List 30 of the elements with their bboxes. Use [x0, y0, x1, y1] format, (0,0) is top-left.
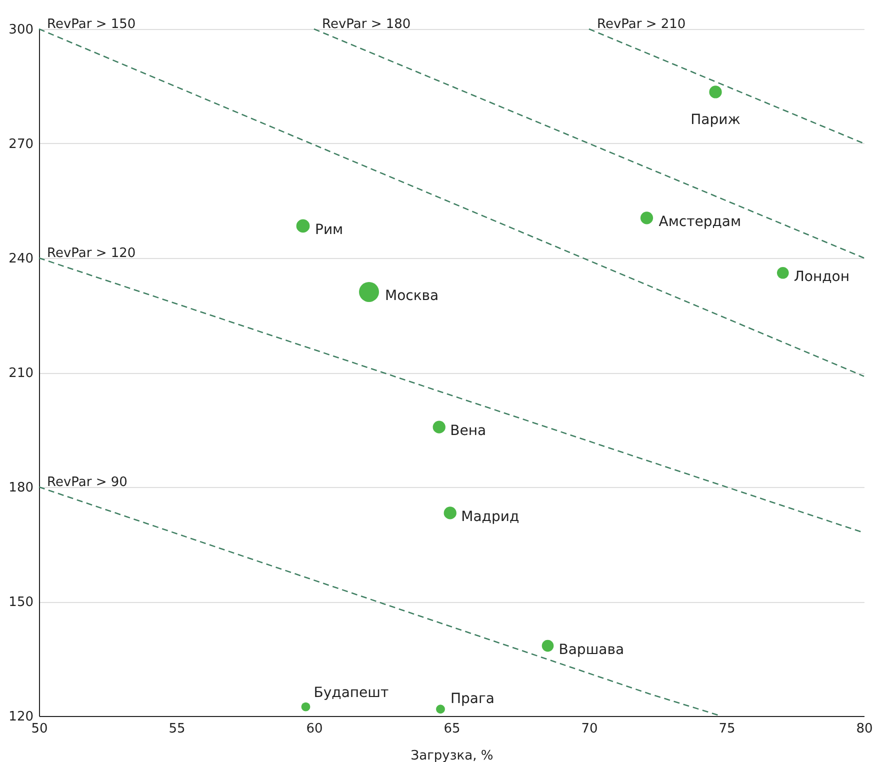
series-label: RevPar > 210 — [597, 17, 686, 32]
x-tick-label: 75 — [718, 722, 736, 736]
x-tick-label: 65 — [444, 722, 460, 736]
annotation: Москва — [385, 288, 439, 304]
series-label: RevPar > 90 — [47, 475, 128, 490]
y-tick-label: 120 — [8, 710, 34, 724]
y-tick-label: 240 — [8, 252, 34, 266]
x-tick-label: 80 — [856, 722, 873, 736]
annotation: Лондон — [794, 268, 850, 285]
annotation: Прага — [450, 691, 494, 708]
annotation: Амстердам — [658, 214, 742, 230]
annotation: Варшава — [558, 642, 624, 658]
x-axis-title: Загрузка, % — [410, 748, 494, 762]
y-tick-label: 270 — [8, 137, 34, 152]
series-label: RevPar > 180 — [322, 17, 411, 32]
annotation: Будапешт — [314, 684, 389, 701]
annotation: Париж — [690, 112, 741, 128]
y-tick-label: 180 — [8, 480, 34, 496]
y-tick-label: 210 — [8, 366, 34, 381]
series-label: RevPar > 120 — [47, 246, 136, 261]
annotation: Мадрид — [461, 508, 520, 525]
x-tick-label: 60 — [306, 722, 323, 736]
x-tick-label: 70 — [581, 722, 598, 736]
series-label: RevPar > 150 — [47, 17, 136, 32]
y-tick-label: 150 — [8, 595, 34, 610]
x-tick-label: 55 — [168, 722, 186, 736]
x-tick-label: 50 — [31, 722, 48, 736]
annotation: Рим — [315, 222, 344, 238]
annotation: Вена — [450, 423, 486, 440]
y-tick-label: 300 — [8, 22, 34, 38]
